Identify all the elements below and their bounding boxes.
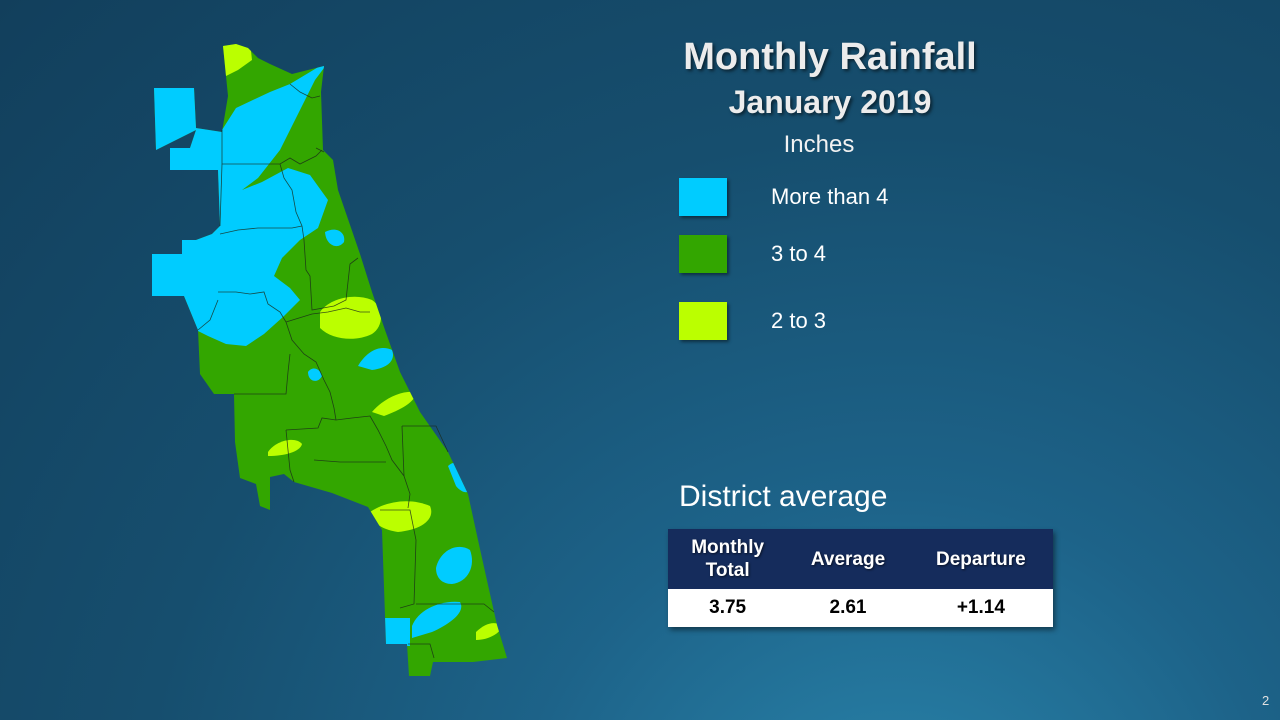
monthly-total-value: 3.75 <box>668 589 788 627</box>
page-subtitle: January 2019 <box>728 84 932 120</box>
average-value: 2.61 <box>787 589 909 627</box>
column-header-departure: Departure <box>908 529 1053 589</box>
region-more-than-4 <box>325 229 345 247</box>
legend-swatch <box>679 302 727 340</box>
region-2-to-3 <box>476 623 502 640</box>
legend-label: 3 to 4 <box>771 241 827 266</box>
region-more-than-4 <box>358 347 394 370</box>
district-average-table: Monthly Total Average Departure 3.75 2.61… <box>668 529 1053 627</box>
table-header-row: Monthly Total Average Departure <box>668 529 1053 589</box>
column-header-monthly-total: Monthly Total <box>668 529 788 589</box>
region-2-to-3 <box>268 439 302 456</box>
legend-swatch <box>679 178 727 216</box>
page-title: Monthly Rainfall <box>683 36 977 78</box>
column-header-average: Average <box>787 529 909 589</box>
region-more-than-4 <box>436 546 472 584</box>
region-more-than-4 <box>380 618 410 646</box>
county-boundaries <box>197 83 495 659</box>
units-label: Inches <box>783 131 855 158</box>
legend-label: More than 4 <box>771 184 889 209</box>
region-more-than-4 <box>308 368 322 381</box>
table-row: 3.75 2.61 +1.14 <box>668 589 1053 627</box>
region-2-to-3 <box>370 501 432 532</box>
departure-value: +1.14 <box>908 589 1053 627</box>
region-more-than-4 <box>412 601 462 638</box>
district-average-heading: District average <box>679 480 888 513</box>
region-2-to-3 <box>320 296 381 339</box>
legend-swatch <box>679 235 727 273</box>
region-2-to-3 <box>372 391 416 416</box>
page-number: 2 <box>1262 693 1270 708</box>
region-2-to-3 <box>222 44 252 78</box>
rainfall-map <box>152 44 507 676</box>
legend-label: 2 to 3 <box>771 308 827 333</box>
